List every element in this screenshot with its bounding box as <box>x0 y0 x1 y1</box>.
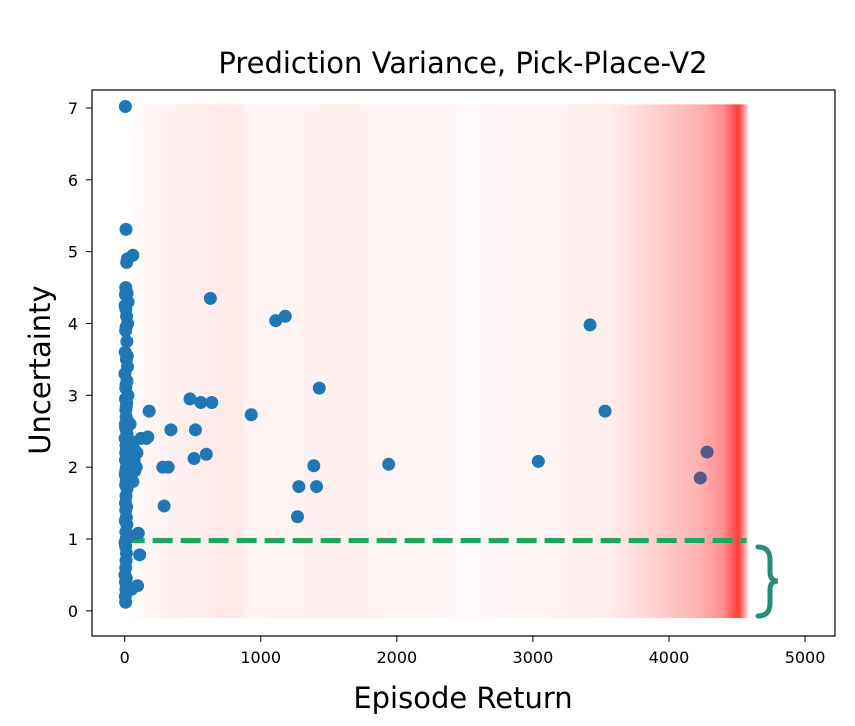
heat-band-fill <box>128 104 748 619</box>
data-point <box>292 480 306 494</box>
y-tick-label: 2 <box>68 458 78 477</box>
y-tick-label: 0 <box>68 602 78 621</box>
y-tick-label: 4 <box>68 314 78 333</box>
data-point <box>187 452 201 466</box>
data-point <box>164 423 178 437</box>
data-point <box>126 475 140 489</box>
data-point <box>310 480 324 494</box>
data-point <box>598 404 612 418</box>
data-point <box>142 404 156 418</box>
data-point <box>118 100 132 114</box>
data-point <box>127 453 141 467</box>
data-point <box>194 396 208 410</box>
data-point <box>131 526 145 540</box>
data-point <box>382 457 396 471</box>
data-point <box>278 309 292 323</box>
data-point <box>123 417 137 431</box>
y-tick-label: 6 <box>68 171 78 190</box>
x-tick-label: 1000 <box>240 648 281 667</box>
data-point <box>244 408 258 422</box>
data-point <box>157 499 171 513</box>
heat-band <box>128 104 748 619</box>
y-tick-label: 7 <box>68 99 78 118</box>
data-point <box>119 222 133 236</box>
data-point <box>199 447 213 461</box>
y-tick-label: 1 <box>68 530 78 549</box>
x-tick-label: 2000 <box>376 648 417 667</box>
data-point <box>700 445 714 459</box>
x-tick-label: 3000 <box>513 648 554 667</box>
data-point <box>161 460 175 474</box>
data-point <box>203 291 217 305</box>
plot-frame <box>91 89 836 637</box>
data-point <box>307 459 321 473</box>
data-point <box>205 396 219 410</box>
data-point <box>126 248 140 262</box>
data-point <box>131 579 145 593</box>
data-point <box>133 548 147 562</box>
y-tick-label: 5 <box>68 243 78 262</box>
data-point <box>128 464 142 478</box>
data-point <box>139 431 153 445</box>
data-point <box>312 381 326 395</box>
x-tick-label: 5000 <box>785 648 826 667</box>
x-tick-label: 0 <box>120 648 130 667</box>
x-axis-ticks: 0 1000 2000 3000 4000 5000 <box>120 636 826 667</box>
data-point <box>120 334 134 348</box>
chart-title: Prediction Variance, Pick-Place-V2 <box>218 46 707 80</box>
x-axis-label: Episode Return <box>353 681 572 715</box>
points-group <box>118 100 714 609</box>
data-point <box>531 454 545 468</box>
data-point <box>119 324 133 338</box>
data-point <box>290 510 304 524</box>
data-point <box>693 471 707 485</box>
x-tick-label: 4000 <box>649 648 690 667</box>
y-axis-label: Uncertainty <box>23 285 57 454</box>
bracket-annotation <box>755 544 779 619</box>
data-point <box>183 392 197 406</box>
data-point <box>188 423 202 437</box>
data-point <box>119 595 133 609</box>
y-axis-ticks: 0 1 2 3 4 5 6 7 <box>68 99 92 621</box>
y-tick-label: 3 <box>68 386 78 405</box>
data-point <box>583 318 597 332</box>
